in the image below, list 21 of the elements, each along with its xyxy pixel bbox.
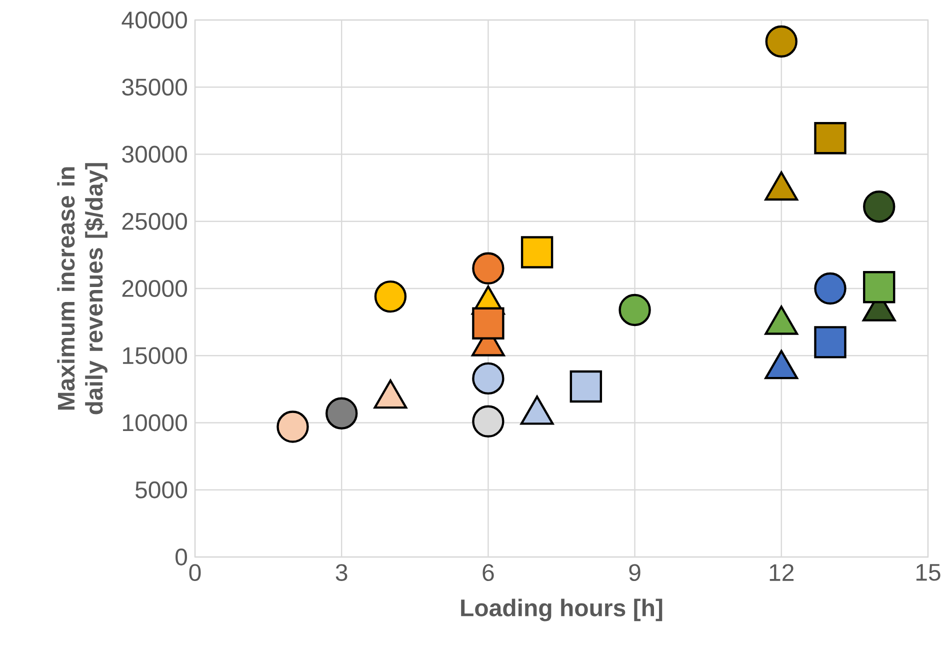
point (326, 397, 358, 430)
x-tick-label: 15 (916, 564, 940, 581)
point (472, 405, 504, 438)
y-tick-label: 15000 (123, 347, 187, 364)
y-tick-label: 10000 (123, 414, 187, 432)
x-tick-label: 0 (189, 564, 201, 582)
point (863, 190, 896, 223)
x-tick-label: 6 (482, 564, 494, 582)
x-tick-label: 9 (629, 564, 640, 582)
point (276, 410, 309, 443)
x-tick-label: 3 (336, 564, 348, 582)
y-tick-label: 30000 (122, 146, 187, 163)
y-tick-label: 5000 (136, 481, 187, 498)
y-axis-title: Maximum increase in daily revenues [$/day] (57, 163, 108, 414)
y-tick-label: 0 (176, 548, 188, 566)
x-tick-label: 12 (770, 564, 794, 581)
y-tick-label: 25000 (122, 212, 187, 230)
y-tick-label: 20000 (122, 280, 187, 297)
y-tick-label: 35000 (122, 78, 187, 96)
y-tick-label: 40000 (122, 12, 187, 28)
x-axis-title: Loading hours [h] (461, 598, 662, 622)
